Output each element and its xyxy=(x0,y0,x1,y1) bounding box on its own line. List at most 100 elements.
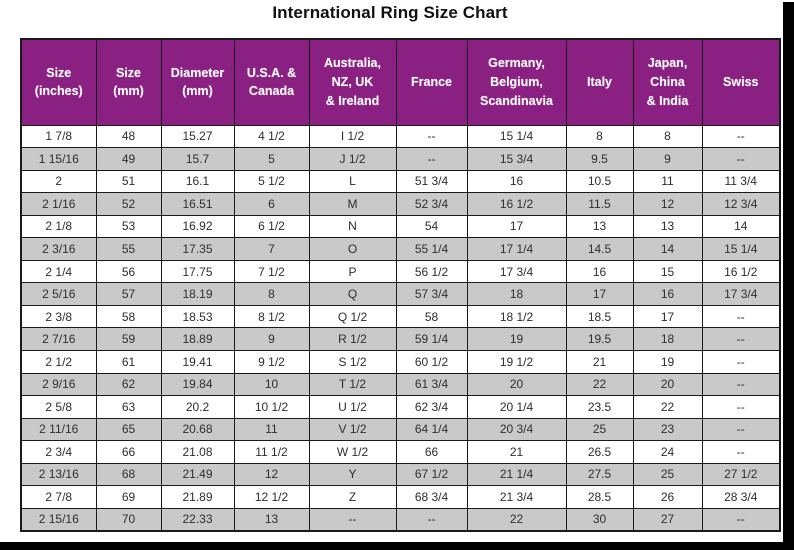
cell-japan-china-india: 22 xyxy=(632,395,703,419)
column-header-swiss: Swiss xyxy=(701,38,781,126)
cell-usa-canada: 9 xyxy=(233,327,310,351)
column-header-usa-canada: U.S.A. & Canada xyxy=(233,38,310,126)
cell-australia-nz-uk-ireland: V 1/2 xyxy=(308,417,397,442)
cell-size-mm: 51 xyxy=(95,169,162,194)
table-row: 1 7/8 48 15.27 4 1/2 I 1/2 -- 15 1/4 8 8 -- xyxy=(20,124,781,149)
cell-size-inches: 2 1/16 xyxy=(20,192,97,216)
cell-france: 58 xyxy=(395,304,468,329)
table-header-row: Size (inches) Size (mm) Diameter (mm) U.S.A… xyxy=(20,38,781,126)
cell-diameter-mm: 16.51 xyxy=(160,192,235,216)
cell-size-inches: 1 7/8 xyxy=(20,124,97,149)
cell-france: 51 3/4 xyxy=(395,169,468,194)
cell-size-mm: 59 xyxy=(95,327,162,351)
cell-size-mm: 62 xyxy=(95,372,162,397)
cell-france: 66 xyxy=(395,440,468,464)
cell-size-mm: 48 xyxy=(95,124,162,149)
cell-france: 59 1/4 xyxy=(395,327,468,351)
table-header: Size (inches) Size (mm) Diameter (mm) U.S.A… xyxy=(20,38,781,126)
column-header-japan-china-india: Japan, China & India xyxy=(632,38,703,126)
cell-france: 60 1/2 xyxy=(395,349,468,374)
cell-france: 68 3/4 xyxy=(395,485,468,509)
cell-germany-belgium-scandinavia: 16 1/2 xyxy=(466,192,567,216)
cell-diameter-mm: 20.68 xyxy=(160,417,235,442)
cell-usa-canada: 9 1/2 xyxy=(233,349,310,374)
cell-size-mm: 55 xyxy=(95,237,162,261)
cell-japan-china-india: 15 xyxy=(632,259,703,284)
cell-size-mm: 53 xyxy=(95,214,162,239)
cell-germany-belgium-scandinavia: 18 1/2 xyxy=(466,304,567,329)
cell-size-inches: 2 5/16 xyxy=(20,282,97,306)
table-row: 2 3/16 55 17.35 7 O 55 1/4 17 1/4 14.5 14 15 1/4 xyxy=(20,237,781,261)
cell-size-mm: 61 xyxy=(95,349,162,374)
cell-italy: 19.5 xyxy=(565,327,634,351)
cell-swiss: 16 1/2 xyxy=(701,259,781,284)
cell-swiss: -- xyxy=(701,440,781,464)
table-row: 2 1/2 61 19.41 9 1/2 S 1/2 60 1/2 19 1/2 21 19 -- xyxy=(20,349,781,374)
cell-swiss: 12 3/4 xyxy=(701,192,781,216)
cell-italy: 25 xyxy=(565,417,634,442)
cell-diameter-mm: 16.1 xyxy=(160,169,235,194)
column-header-australia-nz-uk-ireland: Australia, NZ, UK & Ireland xyxy=(308,38,397,126)
cell-size-mm: 57 xyxy=(95,282,162,306)
column-header-italy: Italy xyxy=(565,38,634,126)
cell-size-mm: 69 xyxy=(95,485,162,509)
table-row: 2 3/4 66 21.08 11 1/2 W 1/2 66 21 26.5 24 -- xyxy=(20,440,781,464)
cell-france: 54 xyxy=(395,214,468,239)
cell-size-inches: 2 11/16 xyxy=(20,417,97,442)
table-row: 2 15/16 70 22.33 13 -- -- 22 30 27 -- xyxy=(20,507,781,532)
cell-swiss: -- xyxy=(701,327,781,351)
cell-japan-china-india: 20 xyxy=(632,372,703,397)
cell-swiss: -- xyxy=(701,417,781,442)
cell-japan-china-india: 14 xyxy=(632,237,703,261)
cell-swiss: 15 1/4 xyxy=(701,237,781,261)
cell-size-mm: 65 xyxy=(95,417,162,442)
cell-diameter-mm: 21.08 xyxy=(160,440,235,464)
cell-usa-canada: 5 1/2 xyxy=(233,169,310,194)
cell-size-inches: 2 15/16 xyxy=(20,507,97,532)
cell-germany-belgium-scandinavia: 21 1/4 xyxy=(466,462,567,487)
cell-usa-canada: 11 xyxy=(233,417,310,442)
page-title: International Ring Size Chart xyxy=(272,3,508,22)
cell-swiss: 14 xyxy=(701,214,781,239)
cell-japan-china-india: 24 xyxy=(632,440,703,464)
cell-italy: 28.5 xyxy=(565,485,634,509)
cell-swiss: -- xyxy=(701,147,781,171)
cell-swiss: -- xyxy=(701,124,781,149)
cell-japan-china-india: 9 xyxy=(632,147,703,171)
cell-swiss: -- xyxy=(701,304,781,329)
cell-italy: 10.5 xyxy=(565,169,634,194)
column-header-size-mm: Size (mm) xyxy=(95,38,162,126)
cell-australia-nz-uk-ireland: R 1/2 xyxy=(308,327,397,351)
cell-australia-nz-uk-ireland: W 1/2 xyxy=(308,440,397,464)
cell-diameter-mm: 18.53 xyxy=(160,304,235,329)
cell-australia-nz-uk-ireland: L xyxy=(308,169,397,194)
cell-usa-canada: 7 xyxy=(233,237,310,261)
table-body: 1 7/8 48 15.27 4 1/2 I 1/2 -- 15 1/4 8 8 -- 1 15/1… xyxy=(20,124,781,532)
cell-australia-nz-uk-ireland: U 1/2 xyxy=(308,395,397,419)
cell-australia-nz-uk-ireland: -- xyxy=(308,507,397,532)
cell-diameter-mm: 18.89 xyxy=(160,327,235,351)
cell-germany-belgium-scandinavia: 17 xyxy=(466,214,567,239)
cell-diameter-mm: 17.35 xyxy=(160,237,235,261)
cell-size-inches: 2 3/8 xyxy=(20,304,97,329)
cell-diameter-mm: 15.27 xyxy=(160,124,235,149)
cell-size-inches: 2 1/2 xyxy=(20,349,97,374)
cell-diameter-mm: 22.33 xyxy=(160,507,235,532)
cell-swiss: -- xyxy=(701,507,781,532)
cell-japan-china-india: 17 xyxy=(632,304,703,329)
cell-size-inches: 2 1/4 xyxy=(20,259,97,284)
cell-usa-canada: 10 1/2 xyxy=(233,395,310,419)
cell-italy: 14.5 xyxy=(565,237,634,261)
cell-germany-belgium-scandinavia: 15 3/4 xyxy=(466,147,567,171)
cell-italy: 26.5 xyxy=(565,440,634,464)
table-row: 2 1/8 53 16.92 6 1/2 N 54 17 13 13 14 xyxy=(20,214,781,239)
cell-france: 64 1/4 xyxy=(395,417,468,442)
cell-italy: 17 xyxy=(565,282,634,306)
cell-japan-china-india: 19 xyxy=(632,349,703,374)
cell-japan-china-india: 18 xyxy=(632,327,703,351)
cell-usa-canada: 7 1/2 xyxy=(233,259,310,284)
cell-australia-nz-uk-ireland: P xyxy=(308,259,397,284)
cell-italy: 22 xyxy=(565,372,634,397)
cell-swiss: -- xyxy=(701,349,781,374)
